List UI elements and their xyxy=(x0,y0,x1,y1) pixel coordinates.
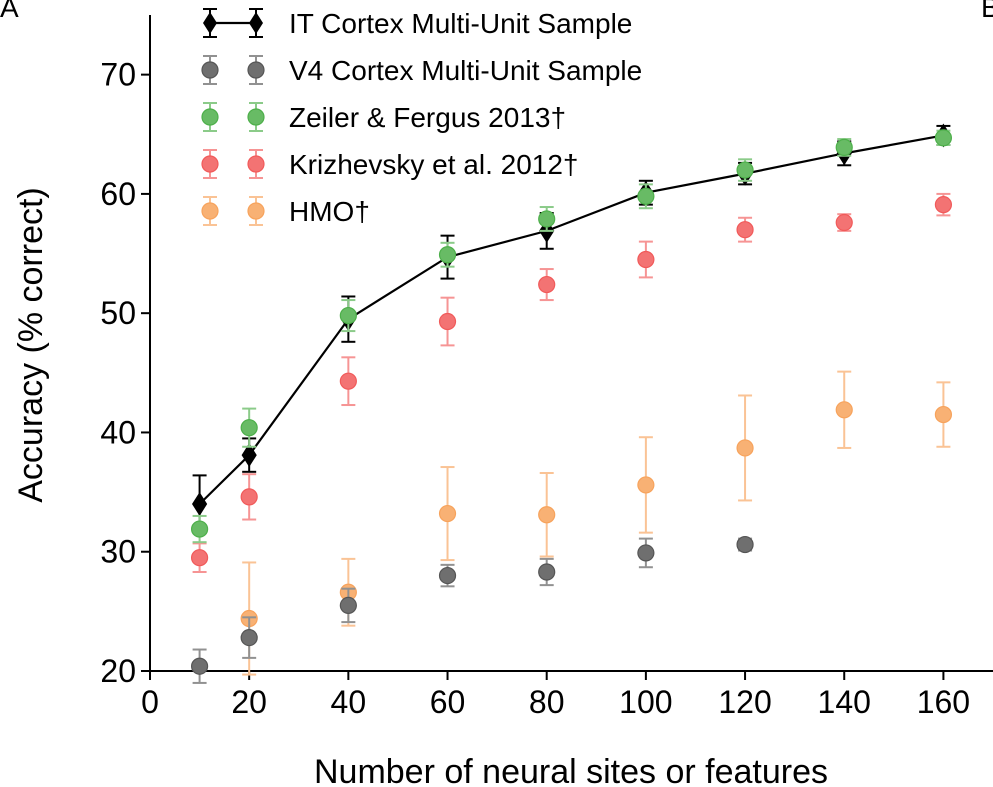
legend-item-1: V4 Cortex Multi-Unit Sample xyxy=(201,55,642,86)
legend-label: IT Cortex Multi-Unit Sample xyxy=(289,8,632,39)
x-tick-label: 40 xyxy=(331,684,367,720)
legend-marker xyxy=(203,12,217,34)
data-point xyxy=(438,566,457,585)
legend-item-3: Krizhevsky et al. 2012† xyxy=(201,149,579,180)
data-point xyxy=(538,275,556,294)
y-tick-label: 60 xyxy=(100,176,136,212)
data-point xyxy=(637,250,655,269)
data-point xyxy=(637,544,655,562)
x-tick-label: 80 xyxy=(529,684,565,720)
data-point xyxy=(835,138,853,156)
legend-marker xyxy=(201,155,219,173)
y-tick-label: 20 xyxy=(100,653,136,689)
data-point xyxy=(190,657,209,675)
y-axis-label: Accuracy (% correct) xyxy=(12,187,50,503)
legend-marker xyxy=(201,61,219,79)
data-point xyxy=(934,405,953,424)
legend-label: Krizhevsky et al. 2012† xyxy=(289,149,579,180)
panel-label-a: A xyxy=(0,0,19,23)
data-point xyxy=(191,492,208,516)
data-point xyxy=(538,506,556,524)
legend-marker xyxy=(201,202,219,220)
data-point xyxy=(438,312,457,331)
x-axis-label: Number of neural sites or features xyxy=(314,753,828,787)
data-point xyxy=(538,563,556,581)
y-tick-label: 50 xyxy=(100,295,136,331)
legend-marker xyxy=(247,108,265,126)
data-point xyxy=(438,246,457,264)
data-point xyxy=(240,419,258,437)
legend-marker xyxy=(247,202,265,220)
legend-item-0: IT Cortex Multi-Unit Sample xyxy=(203,8,632,39)
x-tick-label: 120 xyxy=(718,684,771,720)
panel-label-b: B xyxy=(981,0,993,23)
x-tick-label: 140 xyxy=(818,684,871,720)
data-point xyxy=(637,187,655,205)
data-point xyxy=(538,210,556,228)
legend-label: HMO† xyxy=(289,196,370,227)
data-point xyxy=(339,372,357,390)
legend-marker xyxy=(201,108,219,126)
y-tick-label: 70 xyxy=(100,57,136,93)
data-point xyxy=(241,443,257,468)
x-tick-label: 20 xyxy=(231,684,267,720)
data-point xyxy=(736,439,754,457)
data-point xyxy=(934,129,953,147)
series-2 xyxy=(190,129,953,544)
data-point xyxy=(934,196,953,214)
legend: IT Cortex Multi-Unit Sample V4 Cortex Mul… xyxy=(201,8,642,227)
legend-item-4: HMO† xyxy=(201,196,370,227)
data-point xyxy=(240,629,258,647)
x-tick-label: 60 xyxy=(430,684,466,720)
legend-marker xyxy=(249,12,263,34)
data-point xyxy=(438,504,457,523)
legend-label: V4 Cortex Multi-Unit Sample xyxy=(289,55,642,86)
y-tick-label: 40 xyxy=(100,414,136,450)
data-point xyxy=(339,306,357,325)
series-3 xyxy=(190,192,953,574)
legend-item-2: Zeiler & Fergus 2013† xyxy=(201,102,566,133)
legend-marker xyxy=(247,61,265,79)
chart-marks xyxy=(190,123,953,684)
legend-marker xyxy=(247,155,265,173)
data-point xyxy=(339,596,357,615)
data-point xyxy=(736,535,754,554)
x-tick-label: 100 xyxy=(619,684,672,720)
x-tick-label: 160 xyxy=(917,684,970,720)
series-0 xyxy=(191,123,952,534)
legend-label: Zeiler & Fergus 2013† xyxy=(289,102,566,133)
data-point xyxy=(736,161,754,179)
data-point xyxy=(190,520,209,538)
x-tick-label: 0 xyxy=(141,684,159,720)
data-point xyxy=(835,401,853,419)
y-tick-label: 30 xyxy=(100,534,136,570)
data-point xyxy=(190,549,209,567)
series-4 xyxy=(240,370,953,676)
series-line xyxy=(198,134,944,505)
data-point xyxy=(240,488,258,506)
series-1 xyxy=(190,535,754,684)
data-point xyxy=(637,476,655,494)
data-point xyxy=(835,213,853,232)
data-point xyxy=(736,221,754,239)
